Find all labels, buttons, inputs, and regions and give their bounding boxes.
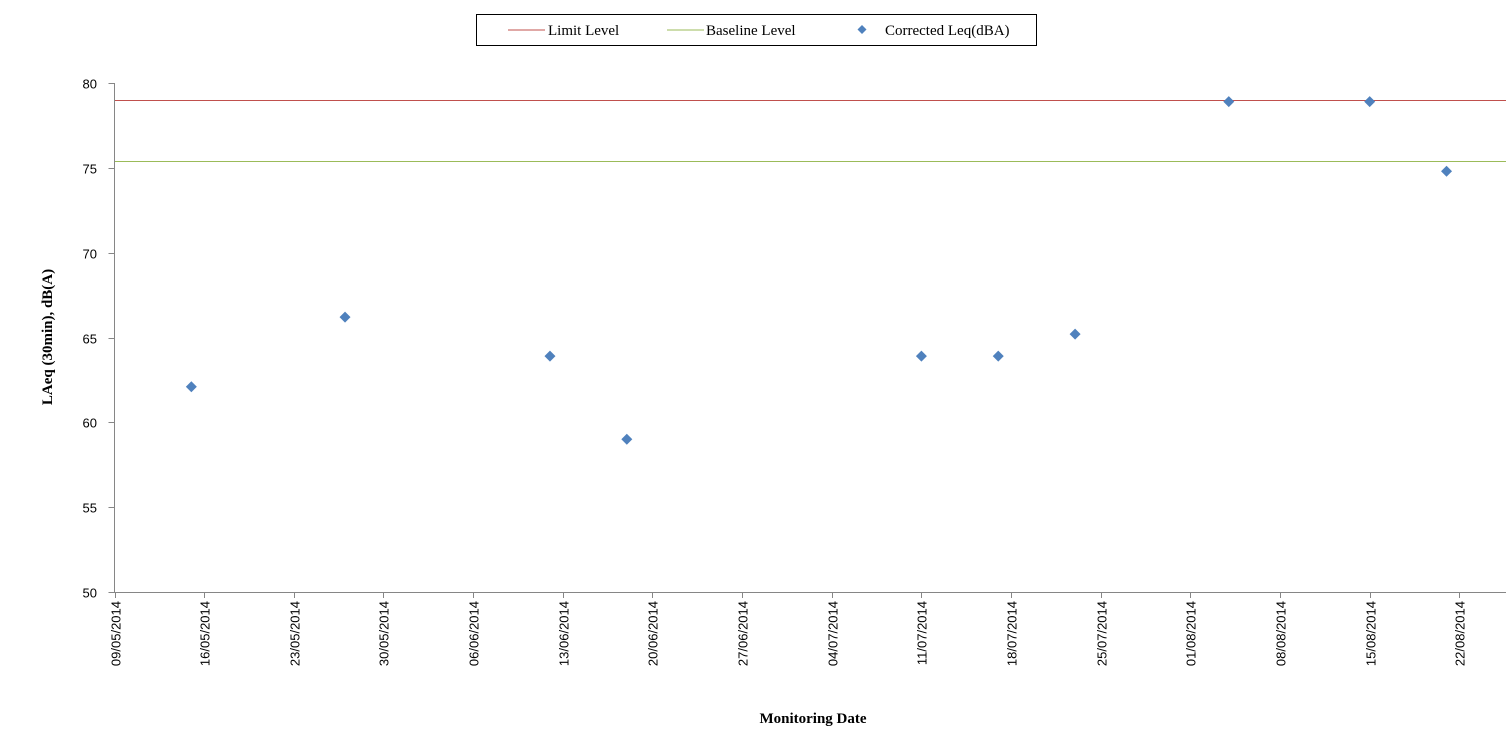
- y-tick-label: 70: [83, 247, 97, 262]
- x-tick-label: 22/08/2014: [1453, 601, 1468, 666]
- legend-limit-label: Limit Level: [548, 23, 619, 39]
- legend-corrected-marker: [857, 25, 867, 34]
- y-axis-title: LAeq (30min), dB(A): [40, 269, 56, 405]
- data-point: [915, 350, 927, 362]
- x-axis-ticks: 09/05/2014 16/05/2014 23/05/2014 30/05/2014…: [109, 592, 1468, 666]
- x-tick-label: 11/07/2014: [915, 601, 930, 665]
- x-tick-label: 15/08/2014: [1364, 601, 1379, 666]
- x-tick-label: 16/05/2014: [198, 601, 213, 666]
- y-tick-label: 55: [83, 501, 97, 516]
- data-point: [621, 433, 633, 445]
- x-tick-label: 08/08/2014: [1274, 601, 1289, 666]
- data-point: [1223, 96, 1235, 108]
- data-point: [1069, 328, 1081, 340]
- x-tick-label: 30/05/2014: [377, 601, 392, 666]
- data-point: [1441, 165, 1453, 177]
- y-tick-label: 80: [83, 77, 97, 92]
- legend-box: [476, 14, 1037, 46]
- data-point: [185, 381, 197, 393]
- data-point: [992, 350, 1004, 362]
- data-point: [544, 350, 556, 362]
- data-point: [339, 311, 351, 323]
- legend-corrected-label: Corrected Leq(dBA): [885, 23, 1010, 39]
- x-tick-label: 06/06/2014: [467, 601, 482, 666]
- x-axis-title: Monitoring Date: [759, 711, 866, 727]
- legend-baseline-label: Baseline Level: [706, 23, 796, 39]
- x-tick-label: 01/08/2014: [1184, 601, 1199, 666]
- x-tick-label: 04/07/2014: [826, 601, 841, 666]
- x-tick-label: 25/07/2014: [1095, 601, 1110, 666]
- x-tick-label: 27/06/2014: [736, 601, 751, 666]
- y-axis-ticks: 50 55 60 65 70 75 80: [83, 77, 115, 601]
- legend: Limit Level Baseline Level Corrected Leq…: [476, 14, 1037, 46]
- x-tick-label: 20/06/2014: [646, 601, 661, 666]
- x-tick-label: 13/06/2014: [557, 601, 572, 666]
- data-points: [185, 96, 1453, 445]
- x-tick-label: 09/05/2014: [109, 601, 124, 666]
- y-tick-label: 65: [83, 332, 97, 347]
- reference-lines: [114, 100, 1506, 162]
- x-tick-label: 23/05/2014: [288, 601, 303, 666]
- data-point: [1364, 96, 1376, 108]
- x-tick-label: 18/07/2014: [1005, 601, 1020, 666]
- y-tick-label: 60: [83, 416, 97, 431]
- y-tick-label: 50: [83, 586, 97, 601]
- y-tick-label: 75: [83, 162, 97, 177]
